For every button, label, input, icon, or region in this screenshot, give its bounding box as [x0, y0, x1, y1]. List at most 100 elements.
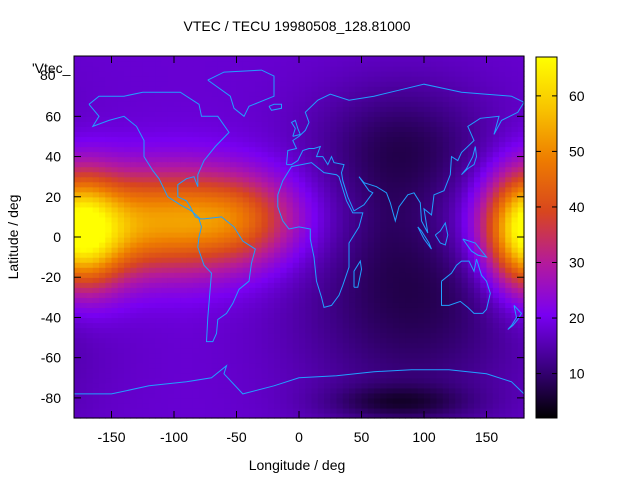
heatmap-cell	[317, 367, 325, 374]
heatmap-cell	[80, 387, 88, 394]
heatmap-cell	[261, 342, 269, 349]
heatmap-cell	[324, 247, 331, 253]
heatmap-cell	[386, 337, 394, 344]
heatmap-cell	[186, 136, 194, 143]
heatmap-cell	[92, 282, 100, 288]
heatmap-cell	[174, 332, 181, 339]
heatmap-cell	[461, 322, 469, 329]
heatmap-cell	[211, 317, 219, 324]
heatmap-cell	[317, 277, 325, 283]
heatmap-cell	[492, 347, 500, 354]
heatmap-cell	[149, 111, 156, 117]
heatmap-cell	[105, 382, 113, 389]
heatmap-cell	[255, 367, 263, 374]
heatmap-cell	[424, 362, 431, 369]
heatmap-cell	[361, 196, 369, 203]
heatmap-cell	[161, 262, 169, 268]
heatmap-cell	[374, 196, 381, 203]
heatmap-cell	[299, 317, 306, 324]
heatmap-cell	[361, 357, 369, 364]
heatmap-cell	[261, 307, 269, 314]
heatmap-cell	[292, 257, 300, 263]
heatmap-cell	[374, 287, 381, 293]
heatmap-cell	[111, 161, 119, 168]
heatmap-cell	[361, 402, 369, 409]
heatmap-cell	[311, 196, 319, 203]
heatmap-cell	[461, 176, 469, 183]
heatmap-cell	[361, 282, 369, 288]
heatmap-cell	[386, 397, 394, 404]
heatmap-cell	[436, 342, 444, 349]
heatmap-cell	[242, 337, 250, 344]
heatmap-cell	[442, 257, 450, 263]
heatmap-cell	[192, 337, 200, 344]
heatmap-cell	[399, 186, 406, 193]
heatmap-cell	[299, 76, 306, 82]
heatmap-cell	[324, 146, 331, 153]
heatmap-cell	[486, 362, 494, 369]
heatmap-cell	[205, 377, 213, 384]
heatmap-cell	[111, 372, 119, 379]
heatmap-cell	[486, 131, 494, 138]
heatmap-cell	[499, 287, 506, 293]
heatmap-cell	[211, 292, 219, 298]
heatmap-cell	[349, 372, 356, 379]
heatmap-cell	[517, 231, 525, 238]
heatmap-cell	[224, 337, 231, 344]
heatmap-cell	[192, 221, 200, 228]
heatmap-cell	[355, 126, 363, 133]
heatmap-cell	[305, 322, 313, 329]
heatmap-cell	[417, 282, 425, 288]
heatmap-cell	[199, 327, 206, 334]
heatmap-cell	[374, 342, 381, 349]
heatmap-cell	[374, 302, 381, 308]
heatmap-cell	[499, 282, 506, 288]
heatmap-cell	[499, 272, 506, 278]
heatmap-cell	[349, 191, 356, 198]
heatmap-cell	[80, 382, 88, 389]
heatmap-cell	[142, 116, 150, 122]
heatmap-cell	[492, 242, 500, 248]
heatmap-cell	[417, 292, 425, 298]
heatmap-cell	[161, 292, 169, 298]
heatmap-cell	[330, 191, 338, 198]
heatmap-cell	[417, 81, 425, 87]
heatmap-cell	[99, 312, 106, 319]
heatmap-cell	[474, 216, 481, 223]
heatmap-cell	[311, 161, 319, 168]
heatmap-cell	[349, 231, 356, 238]
heatmap-cell	[99, 151, 106, 158]
heatmap-cell	[180, 322, 188, 329]
heatmap-cell	[161, 126, 169, 133]
heatmap-cell	[292, 272, 300, 278]
heatmap-cell	[361, 392, 369, 399]
heatmap-cell	[161, 377, 169, 384]
heatmap-cell	[424, 106, 431, 112]
heatmap-cell	[86, 176, 94, 183]
heatmap-cell	[430, 141, 438, 148]
heatmap-cell	[86, 161, 94, 168]
heatmap-cell	[455, 327, 463, 334]
heatmap-cell	[399, 136, 406, 143]
heatmap-cell	[411, 387, 419, 394]
heatmap-cell	[492, 191, 500, 198]
heatmap-cell	[130, 96, 138, 102]
heatmap-cell	[130, 287, 138, 293]
heatmap-cell	[249, 151, 256, 158]
heatmap-cell	[80, 71, 88, 77]
heatmap-cell	[161, 307, 169, 314]
heatmap-cell	[80, 231, 88, 238]
heatmap-cell	[205, 317, 213, 324]
heatmap-cell	[167, 161, 175, 168]
heatmap-cell	[274, 372, 281, 379]
heatmap-cell	[211, 312, 219, 319]
heatmap-cell	[474, 101, 481, 107]
heatmap-cell	[480, 382, 488, 389]
heatmap-cell	[186, 302, 194, 308]
heatmap-cell	[342, 151, 350, 158]
heatmap-cell	[117, 71, 125, 77]
heatmap-cell	[367, 141, 375, 148]
heatmap-cell	[192, 111, 200, 117]
heatmap-cell	[424, 126, 431, 133]
heatmap-cell	[417, 337, 425, 344]
